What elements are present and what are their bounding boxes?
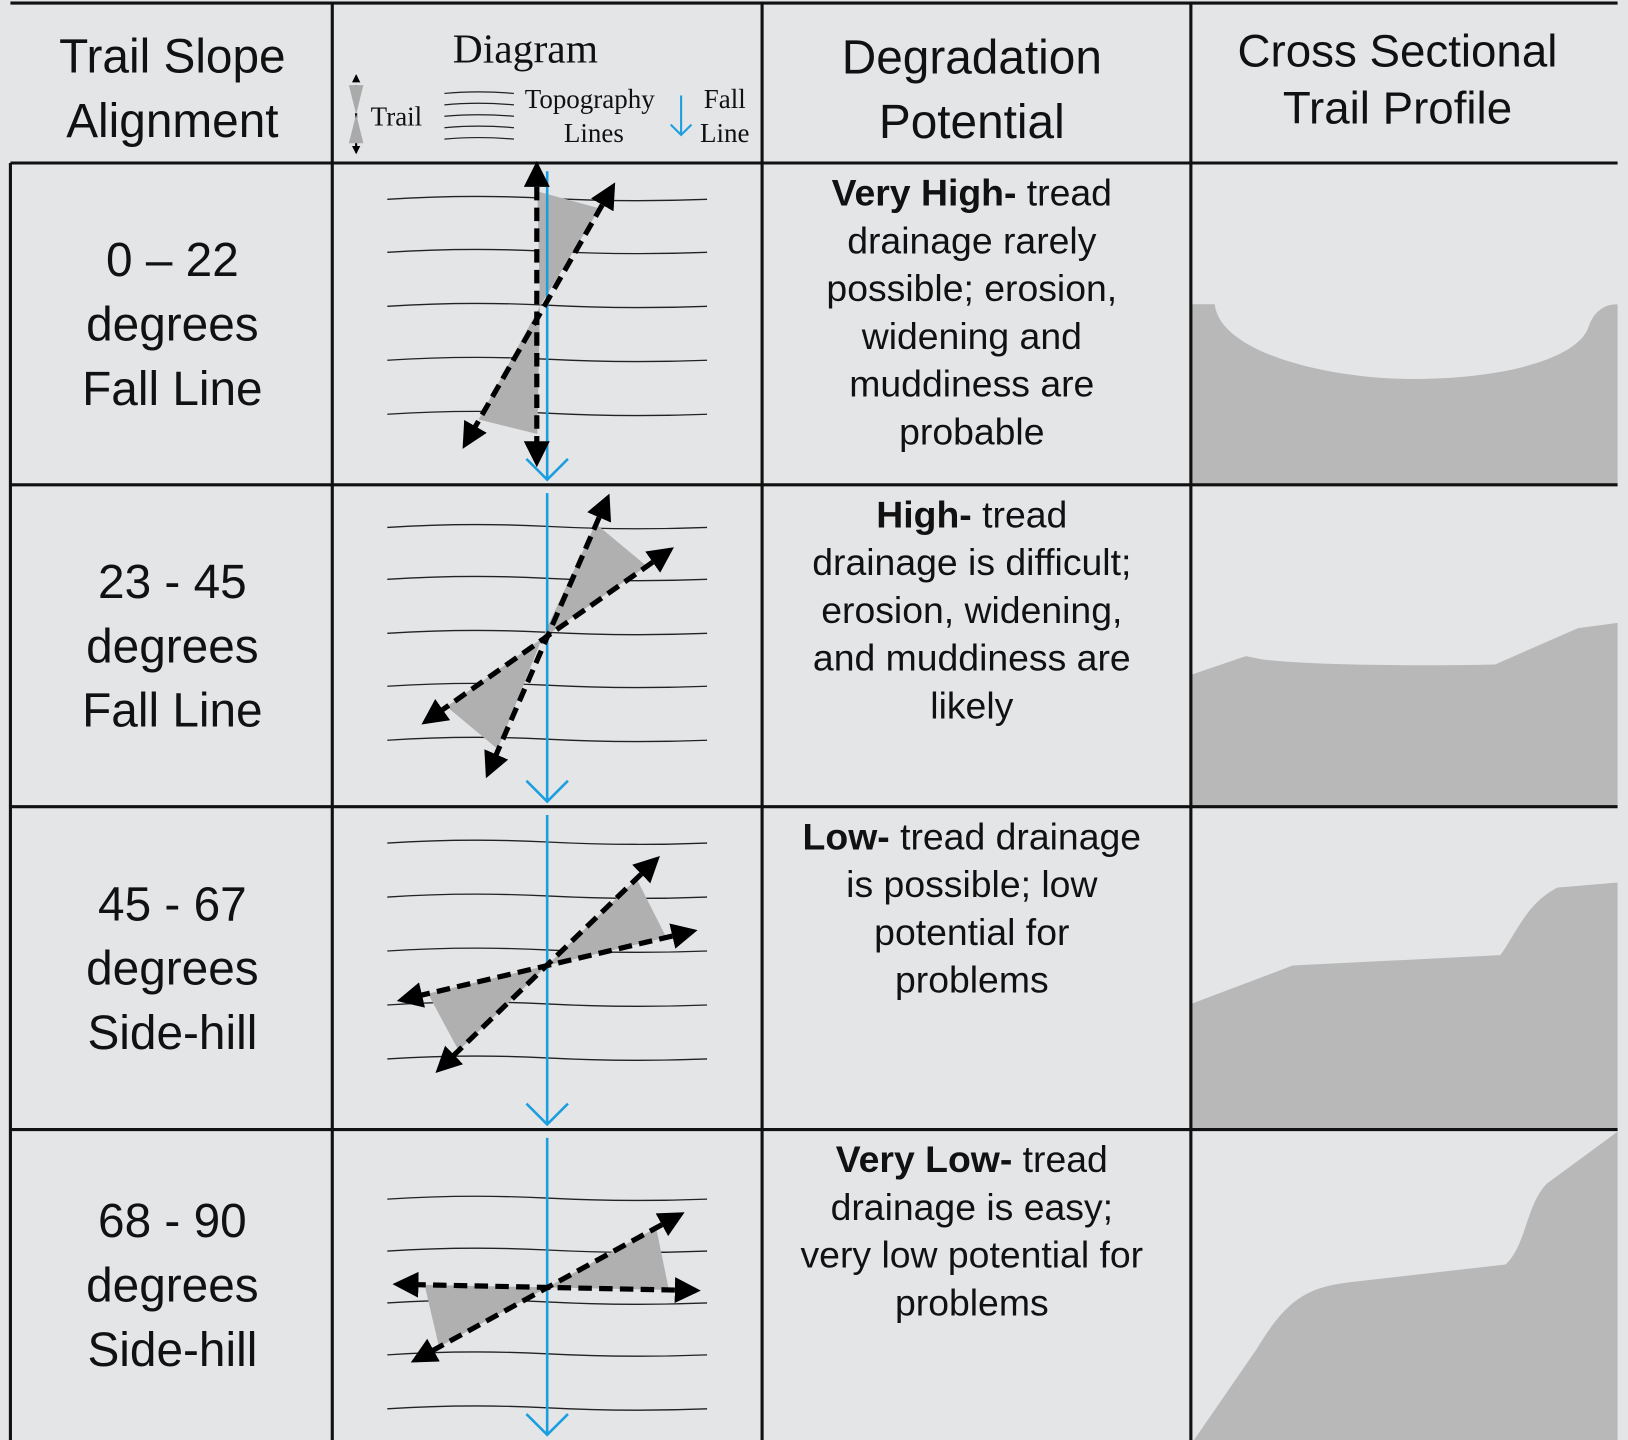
alignment-label: Fall Line bbox=[82, 363, 263, 416]
rating: Very Low- bbox=[836, 1138, 1012, 1180]
rating: Very High- bbox=[832, 172, 1017, 214]
degradation-text: very low potential for bbox=[800, 1234, 1143, 1276]
header-label: Alignment bbox=[66, 95, 278, 148]
legend-label: Topography bbox=[525, 84, 656, 114]
alignment-label: 68 - 90 bbox=[98, 1195, 247, 1248]
header-label: Cross Sectional bbox=[1238, 25, 1558, 76]
degradation-text: probable bbox=[899, 410, 1044, 452]
rating: Low- bbox=[803, 815, 890, 857]
degradation-text: problems bbox=[895, 959, 1049, 1001]
alignment-label: Side-hill bbox=[87, 1007, 257, 1060]
legend-label: Trail bbox=[371, 102, 423, 132]
degradation-text: muddiness are bbox=[849, 363, 1094, 405]
degradation-text: Very High-tread bbox=[832, 172, 1112, 214]
degradation-text: is possible; low bbox=[846, 863, 1098, 905]
alignment-label: 23 - 45 bbox=[98, 556, 247, 609]
degradation-text: drainage rarely bbox=[847, 219, 1097, 261]
degradation-text: drainage is difficult; bbox=[812, 541, 1131, 583]
diagram-title: Diagram bbox=[453, 25, 598, 71]
degradation-text: problems bbox=[895, 1281, 1049, 1323]
header-label: Trail Profile bbox=[1283, 83, 1512, 134]
degradation-text: widening and bbox=[861, 315, 1082, 357]
alignment-label: Fall Line bbox=[82, 685, 263, 738]
degradation-text: drainage is easy; bbox=[831, 1186, 1113, 1228]
alignment-label: Side-hill bbox=[87, 1324, 257, 1377]
degradation-line: tread bbox=[1023, 1138, 1108, 1180]
degradation-text: Low-tread drainage bbox=[803, 815, 1141, 857]
degradation-line: tread bbox=[982, 493, 1067, 535]
trail-table: Diagram Trail Topography Lines Fall Line… bbox=[0, 0, 1628, 1440]
alignment-label: 0 – 22 bbox=[106, 234, 239, 287]
degradation-text: and muddiness are bbox=[813, 637, 1131, 679]
degradation-text: potential for bbox=[874, 911, 1069, 953]
legend-label: Fall bbox=[704, 84, 746, 114]
alignment-label: degrees bbox=[86, 299, 259, 352]
degradation-line: tread drainage bbox=[900, 815, 1141, 857]
degradation-text: Very Low-tread bbox=[836, 1138, 1108, 1180]
alignment-label: 45 - 67 bbox=[98, 878, 247, 931]
degradation-text: likely bbox=[930, 684, 1013, 726]
alignment-label: degrees bbox=[86, 620, 259, 673]
alignment-label: degrees bbox=[86, 1259, 259, 1312]
degradation-text: erosion, widening, bbox=[821, 589, 1122, 631]
alignment-label: degrees bbox=[86, 943, 259, 996]
degradation-line: tread bbox=[1027, 172, 1112, 214]
header-label: Potential bbox=[879, 96, 1065, 149]
header-label: Degradation bbox=[842, 32, 1102, 85]
degradation-text: possible; erosion, bbox=[826, 267, 1117, 309]
legend-label: Lines bbox=[564, 118, 624, 148]
rating: High- bbox=[876, 493, 971, 535]
legend-label: Line bbox=[700, 118, 749, 148]
header-label: Trail Slope bbox=[59, 31, 285, 84]
